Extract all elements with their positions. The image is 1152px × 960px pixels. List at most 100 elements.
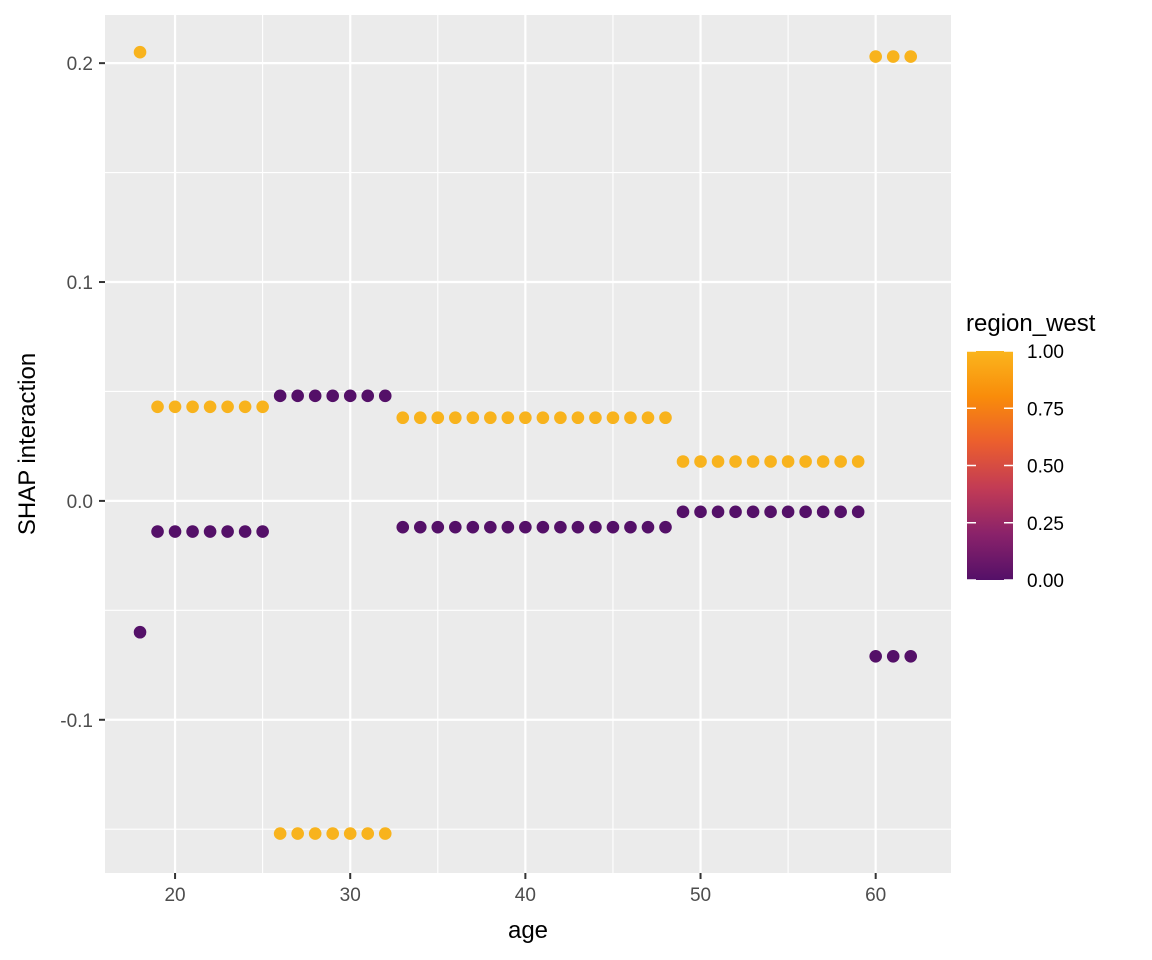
- x-axis-ticks: 20 30 40 50 60: [164, 873, 886, 906]
- data-point: [676, 455, 690, 468]
- x-tick-label: 60: [865, 885, 886, 906]
- data-point: [711, 505, 725, 519]
- data-point: [851, 505, 865, 519]
- data-point: [781, 455, 795, 468]
- legend-title: region_west: [966, 310, 1096, 337]
- data-point: [536, 411, 550, 425]
- data-point: [799, 505, 812, 519]
- data-point: [256, 400, 269, 414]
- data-point: [238, 400, 252, 414]
- y-axis-title: SHAP interaction: [14, 353, 41, 535]
- data-point: [308, 827, 322, 840]
- data-point: [641, 520, 655, 534]
- data-point: [431, 520, 445, 534]
- data-point: [554, 411, 567, 425]
- colorbar-tick-label: 0.25: [1027, 514, 1064, 535]
- data-point: [203, 400, 217, 414]
- data-point: [378, 827, 392, 840]
- x-tick-label: 20: [164, 885, 185, 906]
- minor-gridlines: [105, 15, 951, 873]
- data-point: [186, 400, 199, 414]
- data-point: [571, 411, 585, 425]
- data-point: [291, 389, 304, 403]
- data-point: [221, 525, 234, 538]
- data-point: [834, 455, 847, 468]
- major-gridlines: [105, 15, 951, 873]
- data-point: [904, 50, 918, 63]
- data-point: [834, 505, 847, 519]
- data-point: [799, 455, 812, 468]
- data-point: [396, 520, 410, 534]
- data-point: [343, 827, 357, 840]
- data-point: [554, 520, 567, 534]
- data-point: [781, 505, 795, 519]
- data-point: [869, 50, 882, 63]
- data-point: [816, 505, 830, 519]
- data-point: [659, 411, 672, 425]
- data-point: [886, 650, 900, 663]
- data-point: [449, 520, 462, 534]
- y-tick-label: -0.1: [60, 711, 93, 732]
- data-point: [624, 520, 637, 534]
- data-point: [484, 520, 497, 534]
- data-point: [168, 525, 182, 538]
- data-point: [413, 520, 427, 534]
- data-point: [641, 411, 655, 425]
- data-point: [361, 389, 375, 403]
- data-point: [501, 411, 515, 425]
- data-point: [361, 827, 375, 840]
- data-point: [291, 827, 304, 840]
- data-point: [449, 411, 462, 425]
- data-point: [746, 455, 760, 468]
- data-point: [729, 455, 742, 468]
- data-point: [203, 525, 217, 538]
- data-point: [571, 520, 585, 534]
- data-point: [851, 455, 865, 468]
- data-point: [378, 389, 392, 403]
- data-point: [659, 520, 672, 534]
- data-point: [676, 505, 690, 519]
- data-point: [186, 525, 199, 538]
- data-point: [168, 400, 182, 414]
- colorbar-ticks: 1.00 0.75 0.50 0.25 0.00: [967, 342, 1064, 592]
- data-point: [151, 400, 164, 414]
- x-tick-label: 40: [515, 885, 536, 906]
- data-point: [151, 525, 164, 538]
- data-point: [746, 505, 760, 519]
- data-point: [466, 411, 480, 425]
- data-point: [273, 827, 287, 840]
- data-point: [764, 505, 777, 519]
- data-point: [589, 520, 602, 534]
- data-point: [133, 625, 147, 639]
- legend: region_west 1.00 0.75 0.50 0.25 0.00: [966, 310, 1096, 592]
- data-point: [711, 455, 725, 468]
- data-point: [624, 411, 637, 425]
- colorbar-tick-label: 1.00: [1027, 342, 1064, 363]
- data-point: [536, 520, 550, 534]
- data-point: [133, 45, 147, 59]
- data-point: [308, 389, 322, 403]
- data-point: [764, 455, 777, 468]
- data-point: [694, 505, 707, 519]
- plot-panel: [105, 15, 951, 873]
- x-axis-title: age: [508, 917, 548, 944]
- data-point: [589, 411, 602, 425]
- data-points: [133, 45, 918, 840]
- data-point: [466, 520, 480, 534]
- data-point: [501, 520, 515, 534]
- data-point: [256, 525, 269, 538]
- data-point: [606, 411, 620, 425]
- data-point: [238, 525, 252, 538]
- data-point: [886, 50, 900, 63]
- colorbar-tick-label: 0.00: [1027, 571, 1064, 592]
- data-point: [431, 411, 445, 425]
- data-point: [904, 650, 918, 663]
- data-point: [273, 389, 287, 403]
- y-tick-label: 0.2: [67, 54, 93, 75]
- x-tick-label: 50: [690, 885, 711, 906]
- data-point: [484, 411, 497, 425]
- data-point: [343, 389, 357, 403]
- x-tick-label: 30: [340, 885, 361, 906]
- data-point: [869, 650, 882, 663]
